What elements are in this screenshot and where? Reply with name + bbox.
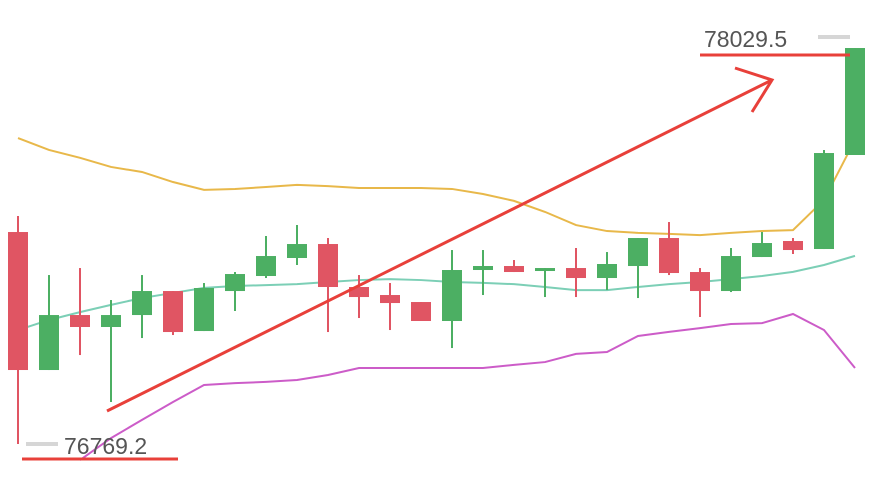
candle-body: [814, 153, 834, 250]
candle-body: [70, 315, 90, 328]
low-label: 76769.2: [64, 433, 147, 459]
candle-body: [628, 238, 648, 267]
candle-body: [473, 266, 493, 271]
candle-body: [411, 302, 431, 322]
candle-body: [39, 315, 59, 371]
trend-arrow: [106, 78, 773, 413]
indicator-line: [17, 137, 856, 237]
candle-body: [783, 241, 803, 251]
candle-body: [442, 270, 462, 322]
candle-body: [597, 264, 617, 279]
candle-body: [225, 274, 245, 292]
candle-body: [163, 291, 183, 333]
candle-body: [535, 268, 555, 272]
candle-body: [752, 243, 772, 258]
candles: [8, 48, 865, 445]
candle-body: [287, 244, 307, 259]
arrow-head: [734, 66, 775, 113]
indicator-lines: [17, 137, 856, 461]
candle-body: [8, 232, 28, 371]
candle-body: [690, 272, 710, 292]
candle-body: [101, 315, 121, 328]
candle-body: [845, 48, 865, 156]
candle-body: [566, 268, 586, 279]
candle-body: [194, 288, 214, 332]
candle-body: [380, 295, 400, 304]
candle-body: [318, 244, 338, 288]
high-label: 78029.5: [704, 26, 787, 52]
candle-body: [132, 291, 152, 316]
candle-body: [349, 287, 369, 298]
candle-body: [659, 238, 679, 274]
candle-body: [721, 256, 741, 292]
candle-body: [256, 256, 276, 277]
candle-body: [504, 266, 524, 273]
indicator-line: [17, 254, 856, 331]
indicator-line: [79, 312, 856, 461]
